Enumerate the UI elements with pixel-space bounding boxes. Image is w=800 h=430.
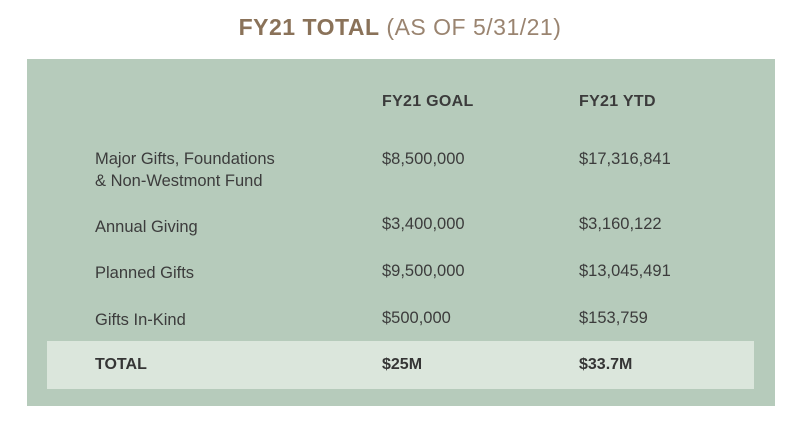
total-row: TOTAL $25M $33.7M [47, 341, 754, 389]
goal-value: $8,500,000 [382, 150, 465, 168]
row-label-continued: & Non-Westmont Fund [95, 172, 263, 190]
column-header-ytd: FY21 YTD [579, 93, 656, 110]
row-label: Major Gifts, Foundations [95, 150, 275, 168]
total-label: TOTAL [95, 356, 147, 373]
total-goal-value: $25M [382, 356, 423, 373]
total-ytd-value: $33.7M [579, 356, 633, 373]
row-label: Planned Gifts [95, 264, 195, 282]
gifts-table: FY21 GOAL FY21 YTD Major Gifts, Foundati… [27, 59, 775, 406]
ytd-value: $153,759 [579, 309, 648, 327]
row-label: Gifts In-Kind [95, 311, 186, 329]
column-header-goal: FY21 GOAL [382, 93, 474, 110]
title-date-note: (AS OF 5/31/21) [386, 14, 562, 40]
ytd-value: $13,045,491 [579, 262, 671, 280]
goal-value: $500,000 [382, 309, 451, 327]
row-label: Annual Giving [95, 218, 198, 236]
ytd-value: $17,316,841 [579, 150, 671, 168]
goal-value: $3,400,000 [382, 215, 465, 233]
ytd-value: $3,160,122 [579, 215, 662, 233]
page-title: FY21 TOTAL (AS OF 5/31/21) [0, 14, 800, 41]
goal-value: $9,500,000 [382, 262, 465, 280]
title-main: FY21 TOTAL [238, 14, 380, 40]
